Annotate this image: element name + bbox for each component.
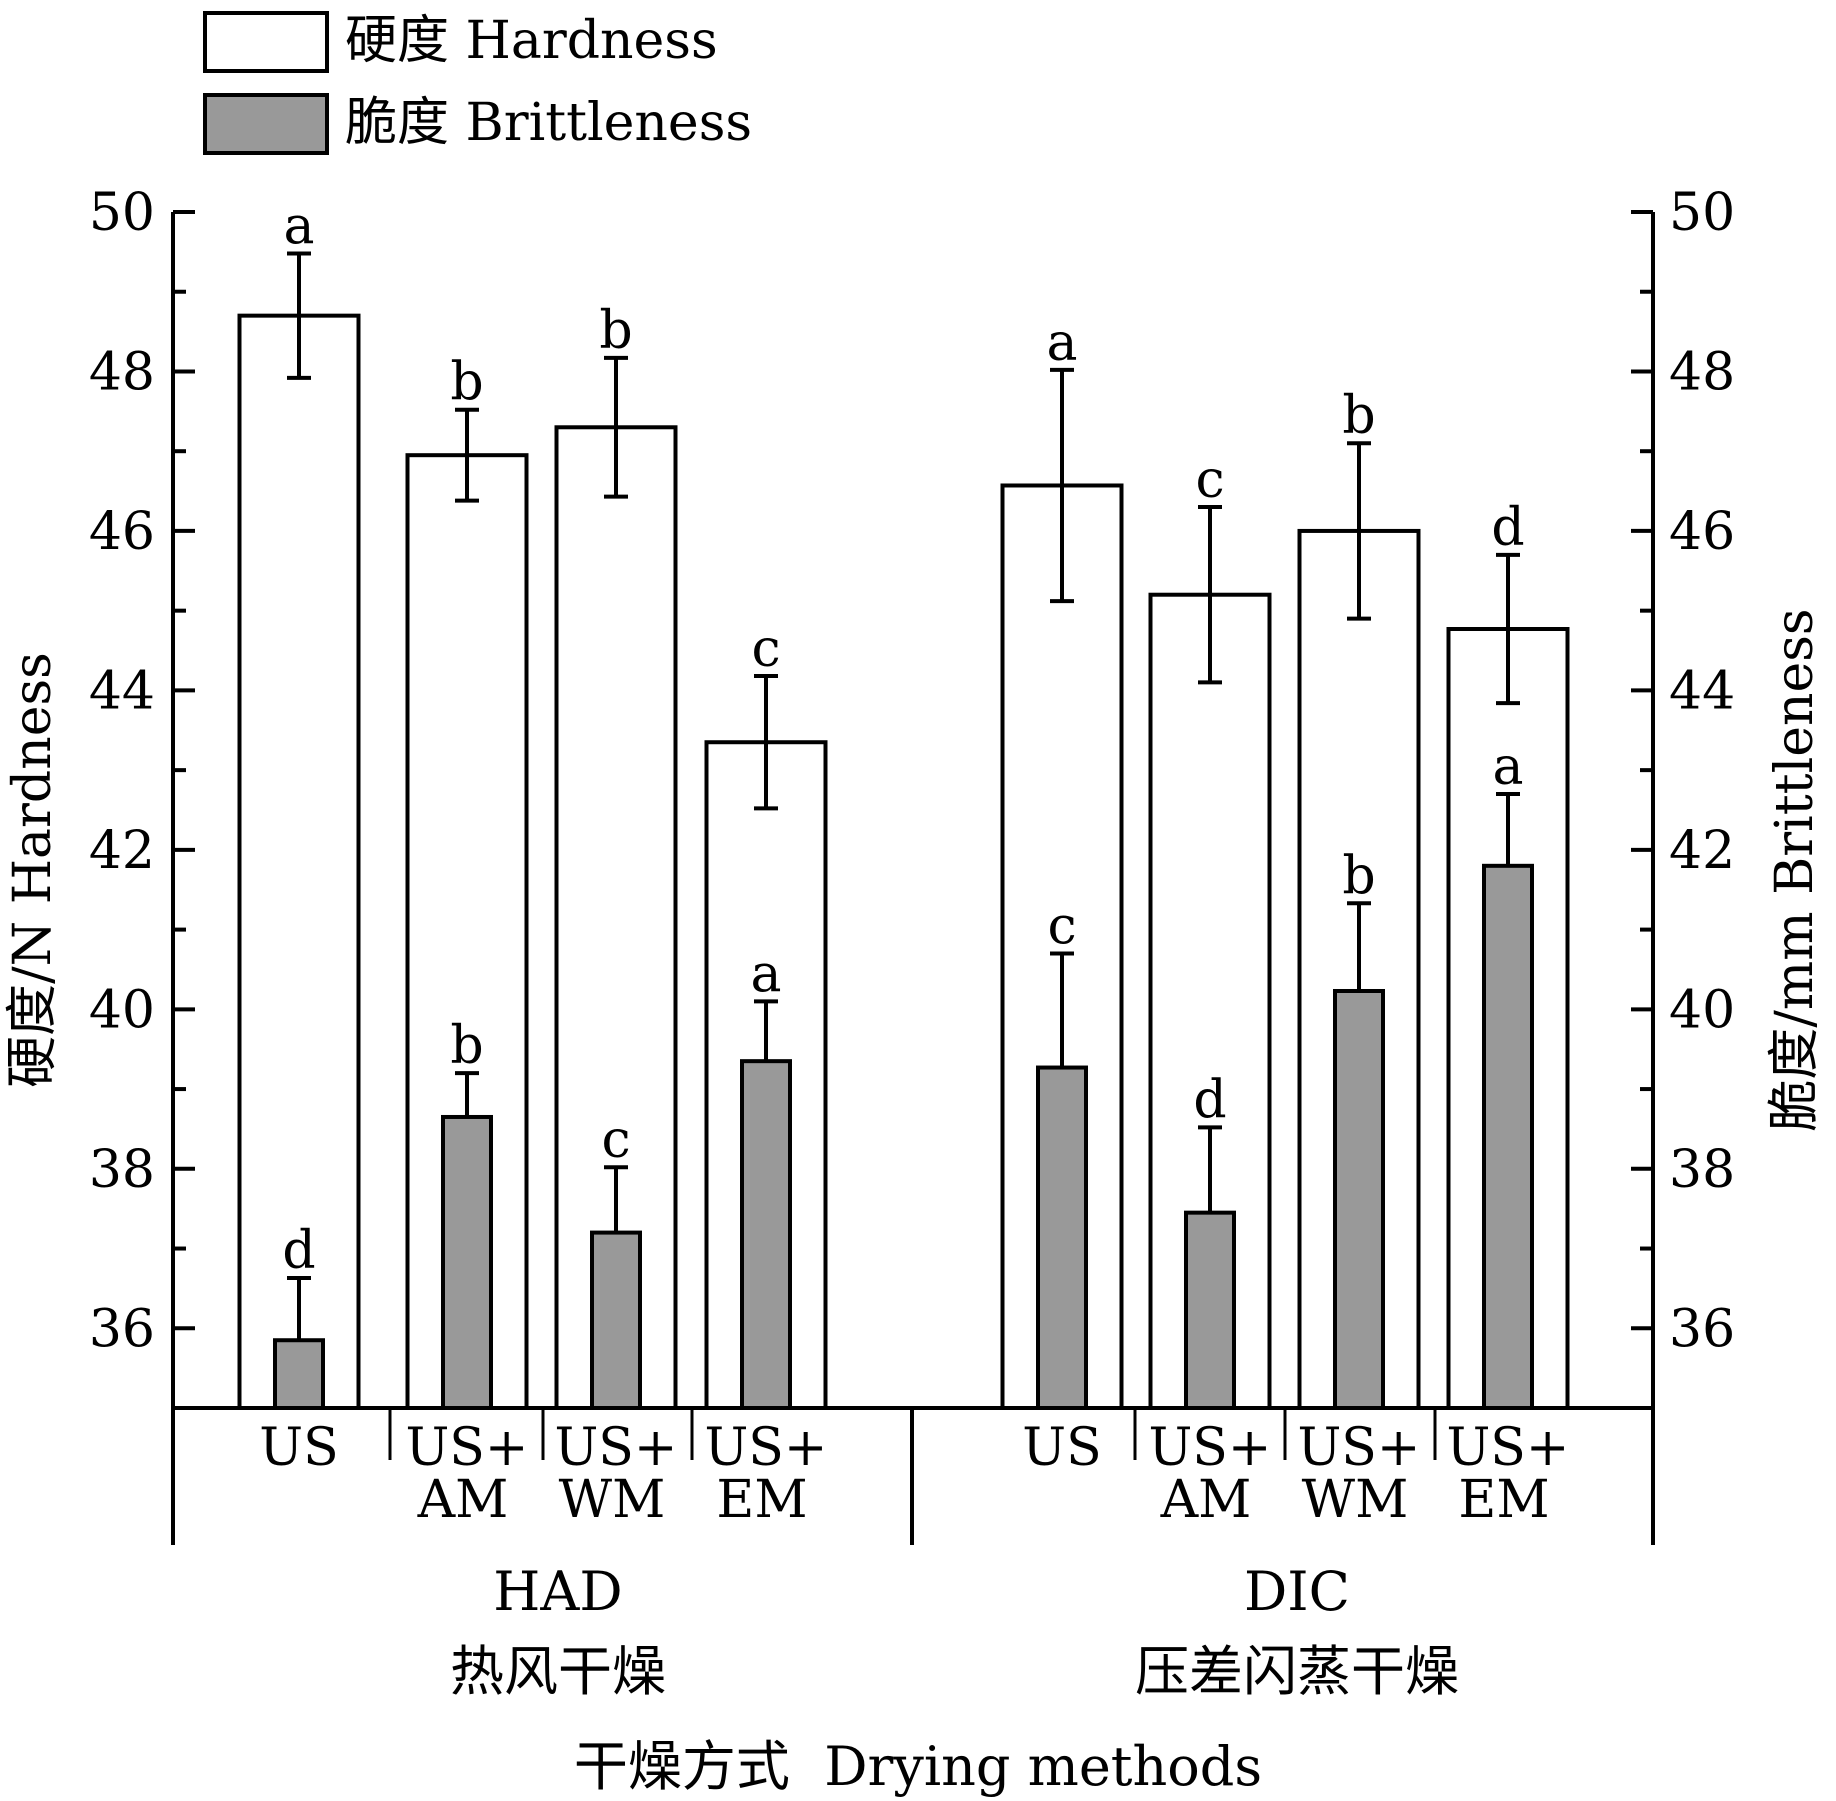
- sig-letter-brittleness: d: [282, 1221, 315, 1281]
- sig-letter-hardness: c: [751, 619, 780, 679]
- y-tick-label-right: 38: [1669, 1140, 1735, 1200]
- bar-hardness: [237, 313, 361, 1410]
- category-label: US+: [405, 1418, 528, 1478]
- y-tick-label-right: 42: [1669, 821, 1735, 881]
- y-tick-label-right: 44: [1669, 661, 1735, 721]
- y-axis-label-right: 脆度/mm Brittleness: [1765, 608, 1825, 1131]
- y-tick-label-left: 42: [89, 821, 155, 881]
- y-axis-label-left: 硬度/N Hardness: [3, 652, 63, 1088]
- sig-letter-brittleness: a: [750, 944, 781, 1004]
- legend: 硬度 Hardness 脆度 Brittleness: [203, 11, 752, 155]
- legend-swatch-hardness: [203, 11, 329, 73]
- y-tick-label-left: 46: [89, 502, 155, 562]
- category-label: US+: [554, 1418, 677, 1478]
- bar-brittleness: [273, 1338, 325, 1411]
- sig-letter-hardness: c: [1195, 450, 1224, 510]
- x-axis-title: 干燥方式 Drying methods: [574, 1735, 1262, 1798]
- legend-label-brittleness: 脆度 Brittleness: [345, 93, 752, 153]
- sig-letter-hardness: a: [283, 196, 314, 256]
- sig-letter-brittleness: c: [1047, 897, 1076, 957]
- group-label-dic-cn: 压差闪蒸干燥: [1135, 1640, 1459, 1703]
- y-tick-label-right: 46: [1669, 502, 1735, 562]
- category-label: US: [259, 1418, 338, 1478]
- group-label-had-cn: 热风干燥: [450, 1640, 666, 1703]
- y-tick-label-left: 44: [89, 661, 155, 721]
- category-label: US+: [1446, 1418, 1569, 1478]
- category-label: WM: [1302, 1470, 1409, 1530]
- bar-brittleness: [1036, 1065, 1088, 1411]
- y-tick-label-right: 40: [1669, 980, 1735, 1040]
- category-label: US+: [704, 1418, 827, 1478]
- bar-brittleness: [590, 1230, 642, 1410]
- sig-letter-brittleness: a: [1492, 737, 1523, 797]
- y-tick-label-left: 50: [89, 183, 155, 243]
- category-label: US: [1022, 1418, 1101, 1478]
- bar-brittleness: [740, 1059, 792, 1411]
- category-label: AM: [1160, 1470, 1252, 1530]
- y-tick-label-right: 48: [1669, 342, 1735, 402]
- sig-letter-hardness: b: [1342, 386, 1375, 446]
- sig-letter-brittleness: c: [601, 1110, 630, 1170]
- y-tick-label-left: 40: [89, 980, 155, 1040]
- sig-letter-hardness: d: [1491, 498, 1524, 558]
- bar-brittleness: [1482, 863, 1534, 1410]
- bar-brittleness: [441, 1114, 493, 1411]
- y-tick-label-left: 38: [89, 1140, 155, 1200]
- y-tick-label-left: 36: [89, 1299, 155, 1359]
- sig-letter-brittleness: b: [450, 1016, 483, 1076]
- plot-area: 36 36 38 38 40 40 42 42 44 44 46 46 48 48 50 50 a d US b b US…: [89, 183, 1735, 1545]
- category-label: US+: [1148, 1418, 1271, 1478]
- category-label: EM: [716, 1470, 807, 1530]
- group-label-had: HAD: [493, 1560, 622, 1623]
- sig-letter-hardness: b: [599, 301, 632, 361]
- y-tick-label-left: 48: [89, 342, 155, 402]
- bar-brittleness: [1184, 1210, 1236, 1410]
- category-label: WM: [559, 1470, 666, 1530]
- y-tick-label-right: 50: [1669, 183, 1735, 243]
- sig-letter-brittleness: d: [1193, 1070, 1226, 1130]
- bar-brittleness: [1333, 988, 1385, 1411]
- category-label: US+: [1297, 1418, 1420, 1478]
- group-label-dic: DIC: [1244, 1560, 1350, 1623]
- sig-letter-hardness: a: [1046, 313, 1077, 373]
- y-tick-label-right: 36: [1669, 1299, 1735, 1359]
- category-label: EM: [1458, 1470, 1549, 1530]
- legend-swatch-brittleness: [203, 93, 329, 155]
- sig-letter-brittleness: b: [1342, 846, 1375, 906]
- legend-label-hardness: 硬度 Hardness: [345, 11, 718, 71]
- category-label: AM: [417, 1470, 509, 1530]
- sig-letter-hardness: b: [450, 353, 483, 413]
